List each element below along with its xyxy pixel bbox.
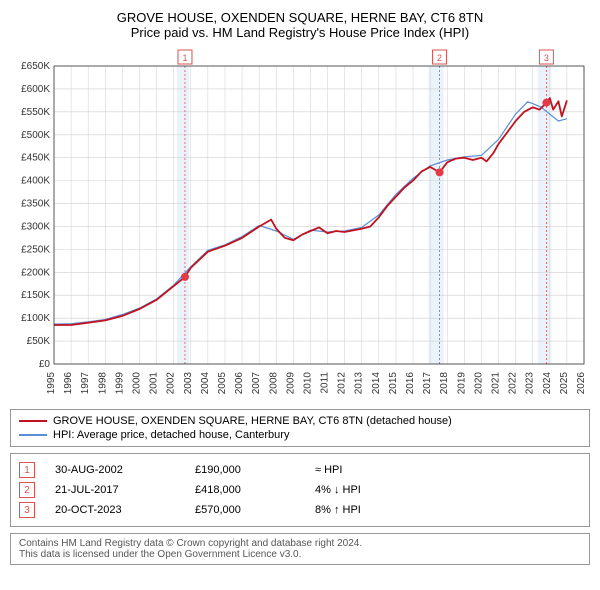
footer-line-2: This data is licensed under the Open Gov… [19, 549, 581, 560]
legend-label: GROVE HOUSE, OXENDEN SQUARE, HERNE BAY, … [53, 415, 452, 427]
svg-text:2001: 2001 [149, 372, 160, 395]
svg-text:2009: 2009 [285, 372, 296, 395]
svg-text:2024: 2024 [542, 372, 553, 395]
legend-label: HPI: Average price, detached house, Cant… [53, 429, 289, 441]
sale-marker: 2 [19, 482, 35, 498]
sale-marker: 1 [19, 462, 35, 478]
attribution-footer: Contains HM Land Registry data © Crown c… [10, 533, 590, 565]
svg-text:2022: 2022 [508, 372, 519, 395]
legend: GROVE HOUSE, OXENDEN SQUARE, HERNE BAY, … [10, 409, 590, 447]
legend-row: GROVE HOUSE, OXENDEN SQUARE, HERNE BAY, … [19, 414, 581, 428]
svg-text:3: 3 [544, 53, 549, 63]
svg-text:£50K: £50K [27, 336, 51, 347]
chart-container: £0 £50K £100K £150K £200K £250K £300K £350K £400… [10, 48, 590, 403]
svg-text:2023: 2023 [525, 372, 536, 395]
svg-text:£650K: £650K [21, 61, 50, 72]
sale-date: 30-AUG-2002 [55, 464, 195, 476]
svg-text:2012: 2012 [337, 372, 348, 395]
svg-text:2018: 2018 [439, 372, 450, 395]
svg-text:2000: 2000 [131, 372, 142, 395]
svg-text:£350K: £350K [21, 199, 50, 210]
svg-text:£250K: £250K [21, 244, 50, 255]
chart-title-line1: GROVE HOUSE, OXENDEN SQUARE, HERNE BAY, … [10, 10, 590, 25]
sale-date: 21-JUL-2017 [55, 484, 195, 496]
svg-text:£500K: £500K [21, 130, 50, 141]
svg-text:2015: 2015 [388, 372, 399, 395]
svg-text:1998: 1998 [97, 372, 108, 395]
svg-text:£400K: £400K [21, 176, 50, 187]
svg-text:£550K: £550K [21, 107, 50, 118]
svg-text:£200K: £200K [21, 267, 50, 278]
svg-text:2003: 2003 [183, 372, 194, 395]
price-chart: £0 £50K £100K £150K £200K £250K £300K £350K £400… [10, 48, 590, 398]
svg-text:2008: 2008 [268, 372, 279, 395]
svg-text:£450K: £450K [21, 153, 50, 164]
svg-text:2016: 2016 [405, 372, 416, 395]
svg-text:2017: 2017 [422, 372, 433, 395]
svg-text:2010: 2010 [302, 372, 313, 395]
svg-text:2025: 2025 [559, 372, 570, 395]
svg-text:2014: 2014 [371, 372, 382, 395]
chart-title-line2: Price paid vs. HM Land Registry's House … [10, 25, 590, 40]
sales-row: 2 21-JUL-2017£418,0004% ↓ HPI [19, 480, 581, 500]
sale-price: £190,000 [195, 464, 315, 476]
svg-text:£150K: £150K [21, 290, 50, 301]
svg-text:2026: 2026 [576, 372, 587, 395]
svg-text:1999: 1999 [114, 372, 125, 395]
svg-text:2019: 2019 [456, 372, 467, 395]
svg-text:2020: 2020 [473, 372, 484, 395]
svg-text:2005: 2005 [217, 372, 228, 395]
sale-date: 20-OCT-2023 [55, 504, 195, 516]
legend-swatch [19, 420, 47, 422]
sale-marker: 3 [19, 502, 35, 518]
sales-row: 1 30-AUG-2002£190,000≈ HPI [19, 460, 581, 480]
svg-text:2013: 2013 [354, 372, 365, 395]
svg-text:1: 1 [182, 53, 187, 63]
svg-text:2006: 2006 [234, 372, 245, 395]
svg-text:2: 2 [437, 53, 442, 63]
sale-diff: 4% ↓ HPI [315, 484, 581, 496]
sale-diff: ≈ HPI [315, 464, 581, 476]
sale-price: £418,000 [195, 484, 315, 496]
svg-text:2007: 2007 [251, 372, 262, 395]
sales-row: 3 20-OCT-2023£570,0008% ↑ HPI [19, 500, 581, 520]
sales-table: 1 30-AUG-2002£190,000≈ HPI 2 21-JUL-2017£41… [10, 453, 590, 527]
svg-text:1996: 1996 [63, 372, 74, 395]
svg-text:1997: 1997 [80, 372, 91, 395]
sale-price: £570,000 [195, 504, 315, 516]
sale-diff: 8% ↑ HPI [315, 504, 581, 516]
svg-text:2021: 2021 [491, 372, 502, 395]
svg-text:2011: 2011 [320, 372, 331, 394]
legend-swatch [19, 434, 47, 436]
footer-line-1: Contains HM Land Registry data © Crown c… [19, 538, 581, 549]
legend-row: HPI: Average price, detached house, Cant… [19, 428, 581, 442]
svg-text:£600K: £600K [21, 84, 50, 95]
svg-text:1995: 1995 [46, 372, 57, 395]
svg-text:£300K: £300K [21, 221, 50, 232]
svg-text:£100K: £100K [21, 313, 50, 324]
svg-text:2002: 2002 [166, 372, 177, 395]
svg-text:£0: £0 [39, 359, 51, 370]
svg-text:2004: 2004 [200, 372, 211, 395]
